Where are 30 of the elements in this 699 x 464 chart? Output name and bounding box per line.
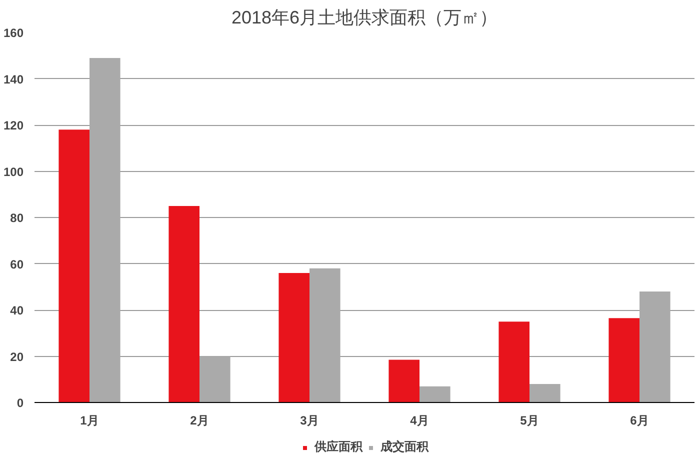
y-tick-label: 60 [10,257,24,272]
y-tick-label: 100 [3,164,24,179]
y-tick-label: 140 [3,72,24,86]
x-tick-label: 2月 [190,414,209,428]
legend-label: 成交面积 [380,438,428,456]
bar [420,386,450,402]
bar [608,318,640,402]
bar [168,206,200,402]
y-tick-label: 40 [10,304,24,318]
chart-title: 2018年6月土地供求面积（万㎡） [231,8,498,28]
bar [90,58,120,402]
y-tick-label: 120 [3,118,24,132]
bar [278,273,310,402]
x-tick-label: 5月 [520,414,539,428]
y-tick-label: 0 [16,396,24,410]
y-tick-label: 160 [3,26,24,40]
y-tick-label: 20 [10,350,24,364]
bar [498,322,530,402]
bar [310,268,340,402]
x-tick-label: 3月 [300,414,319,428]
y-tick-label: 80 [10,211,24,225]
bar [200,356,230,402]
bar [530,384,560,402]
legend-label: 供应面积 [314,438,362,456]
bar [388,360,420,402]
x-tick-label: 1月 [80,414,99,428]
x-tick-label: 4月 [410,414,429,428]
x-tick-label: 6月 [630,414,649,428]
bar [58,130,90,402]
bar [640,292,670,402]
